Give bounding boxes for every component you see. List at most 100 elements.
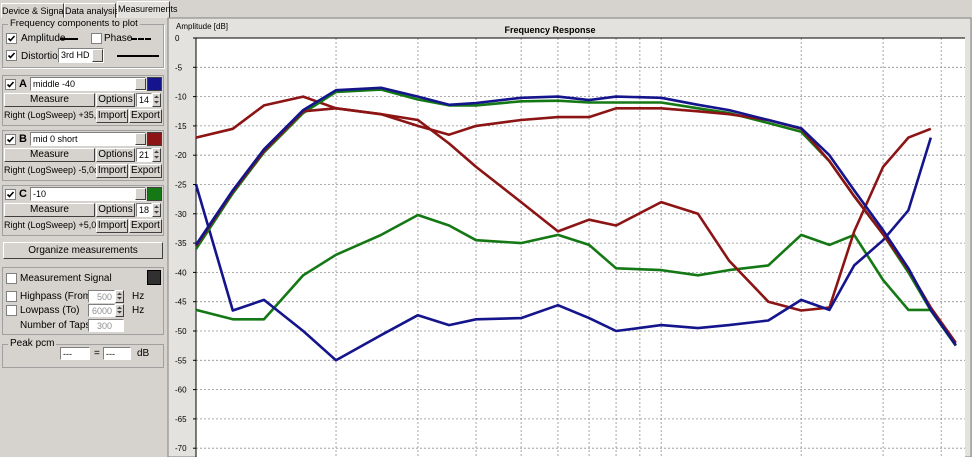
disabled-input[interactable]: 300	[88, 319, 124, 332]
checkbox[interactable]	[91, 33, 102, 44]
import-button[interactable]: Import	[96, 164, 128, 178]
label: Amplitude	[21, 33, 66, 44]
y-tick-label: -70	[175, 444, 187, 453]
tab[interactable]: Measurements	[117, 1, 178, 18]
import-button[interactable]: Import	[96, 109, 128, 123]
spinner-arrows[interactable]	[115, 290, 124, 303]
y-tick-label: -5	[175, 63, 183, 72]
series-line	[194, 86, 957, 346]
measurement-name[interactable]: middle -40	[30, 77, 146, 91]
label: Phase	[104, 33, 133, 44]
unit: Hz	[132, 291, 145, 302]
source-label: Right (LogSweep) +35,0dB	[4, 110, 113, 120]
color-swatch[interactable]	[147, 270, 161, 285]
taps-input[interactable]: 14	[136, 93, 152, 107]
measure-button[interactable]: Measure	[4, 148, 95, 162]
y-tick-label: -20	[175, 151, 187, 160]
dropdown-button[interactable]	[92, 49, 103, 62]
arrows	[154, 150, 159, 159]
y-tick-label: 0	[175, 34, 180, 43]
series-line	[194, 107, 957, 344]
color-swatch[interactable]	[147, 132, 162, 146]
check-mark	[6, 136, 15, 143]
group-title: Peak pcm	[8, 338, 57, 349]
options-button[interactable]: Options	[96, 203, 135, 217]
dropdown-button[interactable]	[135, 78, 146, 90]
line-style	[60, 38, 78, 40]
measurement-letter: A	[19, 78, 27, 90]
readout: ---	[60, 347, 90, 360]
label: Number of Taps	[20, 320, 91, 331]
chart-title: Frequency Response	[504, 25, 595, 35]
measurement-letter: C	[19, 188, 27, 200]
spinner-arrows[interactable]	[152, 203, 161, 217]
export-button[interactable]: Export	[129, 219, 162, 233]
y-tick-label: -55	[175, 356, 187, 365]
signal-group	[2, 267, 164, 335]
taps-input[interactable]: 21	[136, 148, 152, 162]
unit: Hz	[132, 305, 145, 316]
label: Highpass (From)	[20, 291, 95, 302]
export-button[interactable]: Export	[129, 164, 162, 178]
unit: dB	[137, 348, 150, 359]
check-mark	[7, 35, 16, 42]
checkbox[interactable]	[6, 50, 17, 61]
y-tick-label: -45	[175, 298, 187, 307]
series-line	[194, 137, 933, 362]
arrows	[117, 306, 122, 314]
tab[interactable]: Data analysis	[64, 3, 119, 18]
color-swatch[interactable]	[147, 77, 162, 91]
checkbox[interactable]	[6, 305, 17, 316]
spinner-arrows[interactable]	[152, 148, 161, 162]
line-style	[131, 38, 151, 40]
checkbox[interactable]	[5, 79, 16, 90]
checkbox[interactable]	[6, 291, 17, 302]
label: Lowpass (To)	[20, 305, 80, 316]
options-button[interactable]: Options	[96, 93, 135, 107]
y-tick-label: -35	[175, 239, 187, 248]
checkbox[interactable]	[5, 189, 16, 200]
arrows	[154, 95, 159, 104]
y-tick-label: -50	[175, 327, 187, 336]
label: Measurement Signal	[20, 273, 112, 284]
dropdown-button[interactable]	[135, 188, 146, 200]
series-line	[195, 213, 931, 321]
peak-group	[2, 344, 164, 368]
measurement-letter: B	[19, 133, 27, 145]
taps-input[interactable]: 18	[136, 203, 152, 217]
measurement-name[interactable]: mid 0 short	[30, 132, 146, 146]
spinner-arrows[interactable]	[152, 93, 161, 107]
checkbox[interactable]	[6, 33, 17, 44]
export-button[interactable]: Export	[129, 109, 162, 123]
measure-button[interactable]: Measure	[4, 203, 95, 217]
checkbox[interactable]	[5, 134, 16, 145]
dropdown-button[interactable]	[135, 133, 146, 145]
readout: ---	[103, 347, 131, 360]
measurement-name[interactable]: -10	[30, 187, 146, 201]
disabled-input[interactable]: 6000	[88, 304, 115, 317]
checkbox[interactable]	[6, 273, 17, 284]
y-tick-label: -40	[175, 268, 187, 277]
check-mark	[6, 81, 15, 88]
source-label: Right (LogSweep) -5,0dB	[4, 165, 106, 175]
y-tick-label: -15	[175, 122, 187, 131]
y-axis-label: Amplitude [dB]	[176, 22, 228, 31]
disabled-input[interactable]: 500	[88, 290, 115, 303]
color-swatch[interactable]	[147, 187, 162, 201]
y-tick-label: -30	[175, 210, 187, 219]
source-label: Right (LogSweep) +5,0dB	[4, 220, 108, 230]
spinner-arrows[interactable]	[115, 304, 124, 317]
measure-button[interactable]: Measure	[4, 93, 95, 107]
chart-panel: Amplitude [dB] Frequency Response 0 -5 -10…	[167, 17, 972, 457]
import-button[interactable]: Import	[96, 219, 128, 233]
y-tick-label: -65	[175, 415, 187, 424]
line-style	[117, 55, 159, 57]
y-tick-label: -25	[175, 181, 187, 190]
tab[interactable]: Device & Signal	[1, 3, 66, 18]
arrows	[154, 205, 159, 214]
options-button[interactable]: Options	[96, 148, 135, 162]
organize-button[interactable]: Organize measurements	[3, 242, 163, 259]
measurement-frame	[2, 75, 164, 126]
measurement-frame	[2, 185, 164, 236]
